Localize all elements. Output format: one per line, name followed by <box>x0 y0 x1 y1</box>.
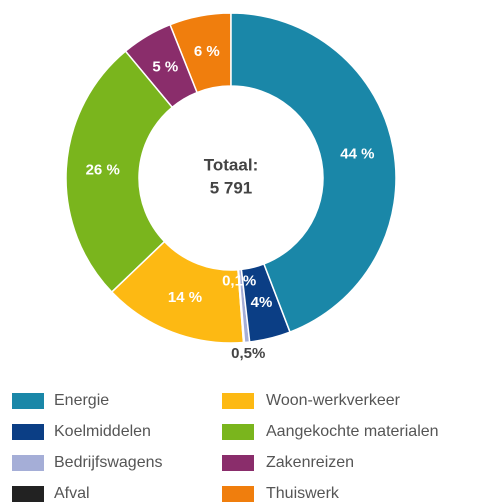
data-label: 26 % <box>86 162 120 179</box>
data-label: 4% <box>251 294 273 311</box>
legend-swatch <box>222 486 254 502</box>
slice <box>124 23 198 109</box>
data-label: 14 % <box>168 289 202 306</box>
legend-swatch <box>12 455 44 471</box>
legend-swatch <box>222 424 254 440</box>
legend-label: Afval <box>54 485 90 502</box>
legend-swatch <box>222 455 254 471</box>
data-label: 6 % <box>194 43 220 60</box>
legend-label: Woon-werkverkeer <box>266 392 401 409</box>
legend-label: Energie <box>54 392 109 409</box>
legend-swatch <box>12 486 44 502</box>
data-label: 44 % <box>340 146 374 163</box>
legend-label: Koelmiddelen <box>54 423 151 440</box>
legend-label: Bedrijfswagens <box>54 454 163 471</box>
legend-swatch <box>12 424 44 440</box>
data-label: 5 % <box>152 59 178 76</box>
data-label: 0,5% <box>231 345 265 362</box>
center-label: Totaal: <box>204 155 258 174</box>
slice <box>240 262 292 343</box>
legend-label: Zakenreizen <box>266 454 354 471</box>
legend-label: Aangekochte materialen <box>266 423 439 440</box>
slice <box>230 12 397 334</box>
slice <box>65 50 174 294</box>
center-total: 5 791 <box>210 178 253 197</box>
legend-label: Thuiswerk <box>266 485 340 502</box>
legend-swatch <box>12 393 44 409</box>
data-label: 0,1% <box>222 273 256 290</box>
slice <box>110 240 245 344</box>
legend-swatch <box>222 393 254 409</box>
